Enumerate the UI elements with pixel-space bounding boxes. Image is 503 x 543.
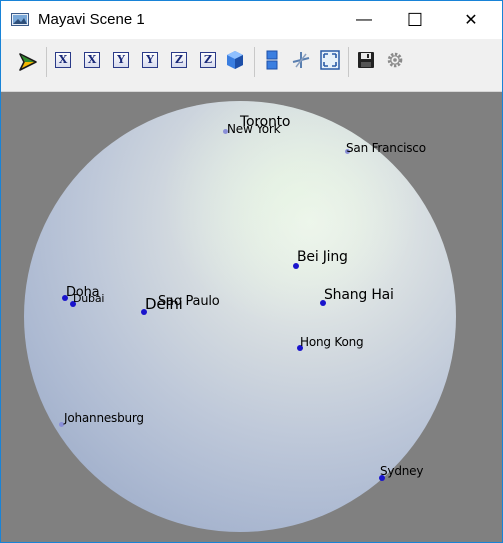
x-axis-icon: X — [84, 52, 100, 68]
bei-jing-point — [293, 263, 299, 269]
x-axis-icon: X — [55, 52, 71, 68]
save-button[interactable] — [356, 50, 376, 70]
city-label-toronto: Toronto — [240, 114, 291, 130]
mayavi-logo-icon — [19, 53, 37, 71]
configure-scene-button[interactable] — [385, 50, 405, 70]
fullscreen-icon — [320, 50, 340, 70]
toolbar-separator — [254, 47, 255, 77]
city-label-sao-paulo: Sao Paulo — [158, 294, 220, 309]
view-z-pos-button[interactable]: Z — [169, 50, 189, 70]
dubai-point — [70, 301, 76, 307]
city-label-dubai: Dubai — [73, 292, 105, 305]
city-label-shang-hai: Shang Hai — [324, 287, 394, 303]
toolbar-separator — [46, 47, 47, 77]
city-label-new-york: New York — [227, 122, 281, 136]
johannesburg-point — [59, 422, 64, 427]
scene-toolbar: X X Y Y Z Z — [1, 39, 502, 92]
hong-kong-point — [297, 345, 303, 351]
minimize-button[interactable]: — — [356, 11, 372, 28]
city-label-delhi: Delhi — [145, 295, 183, 313]
z-axis-icon: Z — [171, 52, 187, 68]
floppy-disk-icon — [358, 52, 374, 68]
city-label-hong-kong: Hong Kong — [300, 335, 364, 349]
city-label-johannesburg: Johannesburg — [64, 411, 144, 425]
y-axis-icon: Y — [113, 52, 129, 68]
axes-indicator-button[interactable] — [291, 50, 311, 70]
sydney-point — [379, 475, 385, 481]
city-label-doha: Doha — [66, 285, 100, 300]
san-francisco-point — [345, 149, 350, 154]
view-x-pos-button[interactable]: X — [53, 50, 73, 70]
cube-icon — [227, 51, 243, 69]
z-axis-icon: Z — [200, 52, 216, 68]
delhi-point — [141, 309, 147, 315]
title-bar[interactable]: Mayavi Scene 1 — ☐ ✕ — [1, 1, 502, 39]
toolbar-separator — [348, 47, 349, 77]
city-label-bei-jing: Bei Jing — [297, 249, 348, 265]
view-x-neg-button[interactable]: X — [82, 50, 102, 70]
app-icon — [11, 13, 29, 26]
3d-scene-viewport[interactable]: Toronto New York San Francisco Bei Jing … — [1, 92, 502, 542]
close-button[interactable]: ✕ — [464, 12, 478, 29]
globe — [24, 101, 456, 532]
maximize-button[interactable]: ☐ — [406, 9, 424, 30]
city-label-san-francisco: San Francisco — [346, 141, 426, 155]
view-z-neg-button[interactable]: Z — [198, 50, 218, 70]
gear-icon — [387, 52, 403, 68]
view-y-neg-button[interactable]: Y — [140, 50, 160, 70]
city-label-sydney: Sydney — [380, 464, 424, 478]
window-title: Mayavi Scene 1 — [38, 11, 145, 28]
pipeline-button[interactable] — [16, 50, 40, 74]
y-axis-icon: Y — [142, 52, 158, 68]
full-screen-button[interactable] — [320, 50, 340, 70]
shang-hai-point — [320, 300, 326, 306]
doha-point — [62, 295, 68, 301]
new-york-point — [223, 129, 228, 134]
projection-icon — [266, 50, 278, 70]
isometric-view-button[interactable] — [225, 50, 245, 70]
axes-icon — [292, 52, 310, 68]
parallel-projection-button[interactable] — [262, 50, 282, 70]
view-y-pos-button[interactable]: Y — [111, 50, 131, 70]
